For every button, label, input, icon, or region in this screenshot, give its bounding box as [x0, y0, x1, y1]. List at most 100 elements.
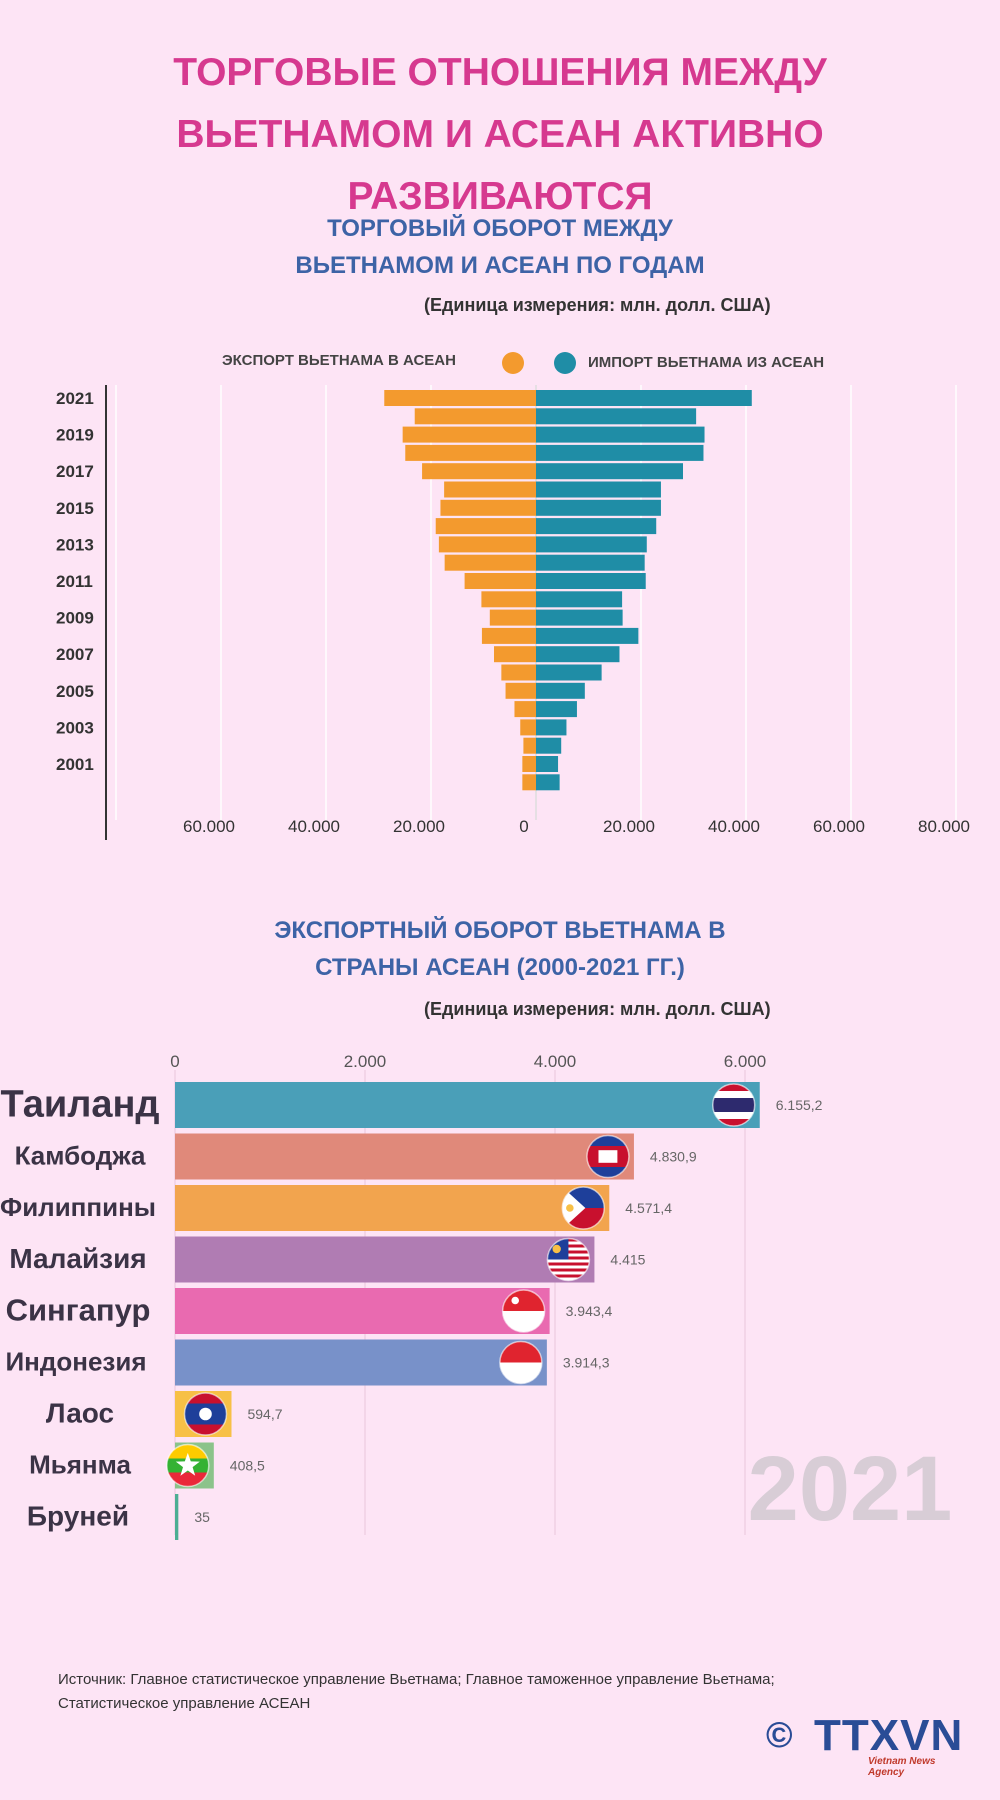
bar-export-2014	[435, 518, 536, 535]
value-label: 3.914,3	[563, 1355, 610, 1371]
x-tick-label: 20.000	[603, 817, 655, 836]
country-row: 594,7 Лаос	[46, 1391, 283, 1437]
bar-export-2003	[520, 719, 536, 736]
bar-export-2019	[402, 426, 536, 443]
chart1-unit: (Единица измерения: млн. долл. США)	[424, 295, 771, 315]
country-row: 4.571,4 Филиппины	[0, 1185, 672, 1231]
bar-export-2013	[438, 536, 536, 553]
bar-import-2002	[536, 737, 562, 754]
x-tick-label: 40.000	[288, 817, 340, 836]
bar-export-2004	[514, 701, 536, 718]
value-label: 408,5	[230, 1458, 265, 1474]
philippines-flag-icon	[562, 1187, 605, 1229]
year-label: 2017	[56, 462, 94, 481]
bar-export-2010	[481, 591, 536, 608]
bar-export-2009	[489, 609, 536, 626]
bar-import-2007	[536, 646, 620, 663]
chart2-title: ЭКСПОРТНЫЙ ОБОРОТ ВЬЕТНАМА В СТРАНЫ АСЕА…	[274, 917, 726, 981]
x-tick-label: 4.000	[534, 1052, 577, 1071]
bar-export-2001	[522, 756, 536, 772]
country-label: Мьянма	[29, 1449, 131, 1479]
copyright-symbol: ©	[766, 1714, 793, 1755]
country-label: Малайзия	[9, 1243, 146, 1274]
year-label: 2009	[56, 609, 94, 628]
bar-brunei	[175, 1494, 179, 1540]
bar-import-2016	[536, 481, 661, 498]
value-label: 35	[194, 1509, 210, 1525]
bar-export-2021	[384, 390, 536, 406]
chart2-unit: (Единица измерения: млн. долл. США)	[424, 999, 771, 1019]
bar-import-2015	[536, 499, 661, 516]
legend-import-dot	[554, 352, 576, 374]
country-row: 4.830,9 Камбоджа	[15, 1133, 697, 1180]
year-label: 2011	[56, 572, 93, 591]
country-label: Бруней	[27, 1500, 129, 1531]
country-row: 35 Бруней	[27, 1494, 210, 1540]
bar-import-2014	[536, 518, 657, 535]
value-label: 6.155,2	[776, 1097, 823, 1113]
bar-philippines	[175, 1185, 610, 1231]
value-label: 4.830,9	[650, 1149, 697, 1165]
bar-export-2008	[481, 627, 536, 644]
legend-export-label: ЭКСПОРТ ВЬЕТНАМА В АСЕАН	[222, 352, 456, 369]
x-tick-label: 6.000	[724, 1052, 767, 1071]
legend-export-dot	[502, 352, 524, 374]
bar-import-2013	[536, 536, 647, 553]
country-label: Лаос	[46, 1397, 114, 1428]
laos-flag-icon	[184, 1393, 227, 1435]
bar-import-2001	[536, 756, 559, 772]
cambodia-flag-icon	[586, 1135, 629, 1178]
country-label: Филиппины	[0, 1192, 156, 1222]
x-tick-label: 60.000	[183, 817, 235, 836]
country-row: 3.914,3 Индонезия	[5, 1339, 610, 1386]
bar-export-2012	[444, 554, 536, 571]
bar-export-2005	[505, 682, 536, 699]
main-title: ТОРГОВЫЕ ОТНОШЕНИЯ МЕЖДУ ВЬЕТНАМОМ И АСЕ…	[173, 51, 827, 218]
x-tick-label: 80.000	[918, 817, 970, 836]
bar-import-2005	[536, 682, 585, 699]
bar-import-2011	[536, 573, 646, 589]
bar-indonesia	[175, 1339, 547, 1386]
bar-export-2017	[422, 463, 536, 480]
bar-export-2002	[523, 737, 536, 754]
bar-export-2020	[414, 408, 536, 425]
x-tick-label: 0	[170, 1052, 179, 1071]
bar-import-2006	[536, 664, 602, 681]
export-by-country-chart: 0 2.000 4.000 6.000 2021 6.155,2 Таиланд 4.830,…	[0, 1052, 953, 1540]
year-watermark: 2021	[748, 1438, 953, 1540]
bar-import-2008	[536, 627, 639, 644]
thailand-flag-icon	[712, 1084, 755, 1126]
legend-import-label: ИМПОРТ ВЬЕТНАМА ИЗ АСЕАН	[588, 354, 825, 371]
bar-import-2009	[536, 609, 623, 626]
bar-export-2011	[464, 573, 536, 589]
bar-import-2004	[536, 701, 577, 718]
logo-brand: TTXVN	[814, 1711, 964, 1760]
bar-import-2000	[536, 774, 560, 791]
value-label: 594,7	[247, 1406, 282, 1422]
bar-import-2019	[536, 426, 705, 443]
ttxvn-logo: © TTXVN Vietnam News Agency	[762, 1711, 972, 1779]
bar-export-2018	[405, 444, 536, 461]
year-label: 2015	[56, 499, 94, 518]
value-label: 3.943,4	[566, 1303, 613, 1319]
x-tick-label: 20.000	[393, 817, 445, 836]
bar-import-2021	[536, 390, 752, 406]
singapore-flag-icon	[502, 1290, 545, 1332]
year-label: 2013	[56, 535, 94, 554]
bar-export-2015	[440, 499, 536, 516]
year-label: 2021	[56, 389, 94, 408]
bar-singapore	[175, 1288, 550, 1334]
country-row: 4.415 Малайзия	[9, 1236, 646, 1283]
malaysia-flag-icon	[547, 1238, 590, 1281]
bar-export-2000	[522, 774, 536, 791]
year-label: 2001	[56, 755, 94, 774]
bar-export-2016	[444, 481, 536, 498]
bar-thailand	[175, 1082, 760, 1128]
country-row: 408,5 Мьянма	[29, 1442, 265, 1489]
year-label: 2003	[56, 718, 94, 737]
bar-import-2017	[536, 463, 683, 480]
bar-export-2006	[501, 664, 536, 681]
country-row: 6.155,2 Таиланд	[0, 1082, 823, 1128]
year-label: 2007	[56, 645, 94, 664]
country-label: Сингапур	[6, 1292, 151, 1327]
